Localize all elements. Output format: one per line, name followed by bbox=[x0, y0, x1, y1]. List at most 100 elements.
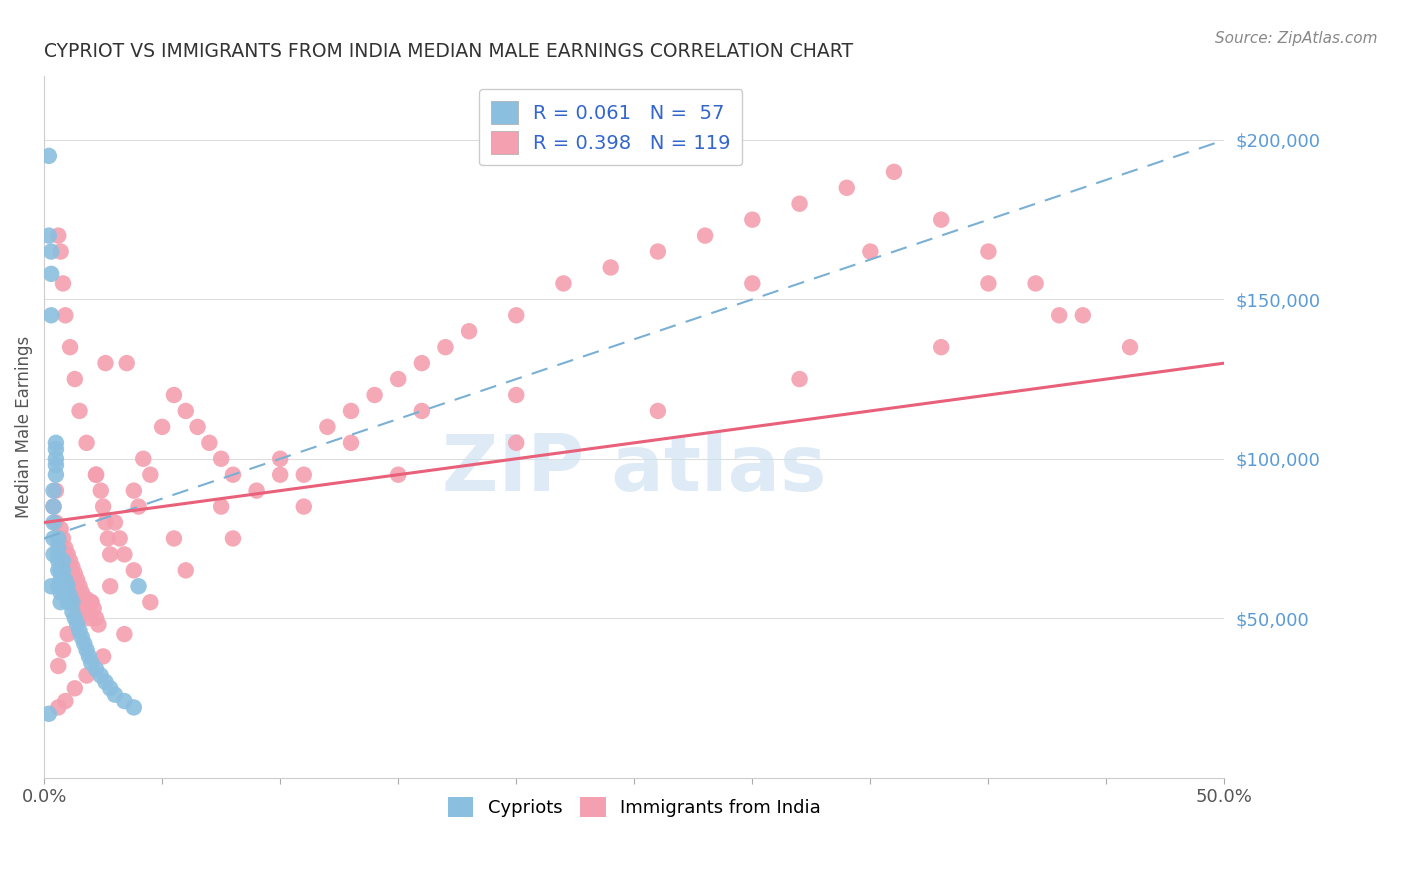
Legend: Cypriots, Immigrants from India: Cypriots, Immigrants from India bbox=[440, 789, 828, 824]
Point bbox=[1025, 277, 1047, 291]
Point bbox=[269, 451, 291, 466]
Point bbox=[163, 388, 186, 402]
Point bbox=[292, 500, 315, 514]
Point bbox=[45, 483, 67, 498]
Point bbox=[59, 554, 82, 568]
Point bbox=[150, 420, 173, 434]
Point bbox=[77, 611, 100, 625]
Point bbox=[174, 404, 197, 418]
Point bbox=[80, 595, 103, 609]
Text: ZIP atlas: ZIP atlas bbox=[441, 431, 827, 507]
Point bbox=[553, 277, 575, 291]
Point bbox=[53, 573, 76, 587]
Point bbox=[46, 541, 69, 555]
Point bbox=[56, 627, 79, 641]
Text: CYPRIOT VS IMMIGRANTS FROM INDIA MEDIAN MALE EARNINGS CORRELATION CHART: CYPRIOT VS IMMIGRANTS FROM INDIA MEDIAN … bbox=[44, 42, 853, 61]
Point bbox=[45, 435, 67, 450]
Point bbox=[45, 516, 67, 530]
Point bbox=[52, 563, 75, 577]
Point bbox=[46, 532, 69, 546]
Point bbox=[59, 589, 82, 603]
Point bbox=[98, 681, 121, 696]
Point bbox=[434, 340, 457, 354]
Point bbox=[66, 573, 89, 587]
Point bbox=[387, 467, 409, 482]
Point bbox=[46, 579, 69, 593]
Point bbox=[42, 483, 65, 498]
Point bbox=[49, 585, 72, 599]
Point bbox=[38, 228, 60, 243]
Point bbox=[70, 595, 93, 609]
Point bbox=[1119, 340, 1142, 354]
Point bbox=[84, 611, 107, 625]
Point bbox=[411, 356, 433, 370]
Point bbox=[340, 435, 363, 450]
Point bbox=[80, 595, 103, 609]
Point bbox=[46, 228, 69, 243]
Point bbox=[45, 442, 67, 457]
Point bbox=[39, 308, 62, 322]
Point bbox=[59, 566, 82, 581]
Point bbox=[128, 579, 150, 593]
Point bbox=[63, 611, 86, 625]
Point bbox=[363, 388, 385, 402]
Point bbox=[56, 585, 79, 599]
Point bbox=[245, 483, 267, 498]
Point bbox=[66, 585, 89, 599]
Point bbox=[128, 500, 150, 514]
Point bbox=[387, 372, 409, 386]
Point bbox=[741, 277, 763, 291]
Point bbox=[411, 404, 433, 418]
Point bbox=[53, 694, 76, 708]
Point bbox=[883, 165, 905, 179]
Point bbox=[84, 467, 107, 482]
Point bbox=[49, 595, 72, 609]
Point bbox=[647, 244, 669, 259]
Point bbox=[83, 601, 105, 615]
Point bbox=[112, 548, 135, 562]
Point bbox=[139, 467, 162, 482]
Point bbox=[98, 579, 121, 593]
Point bbox=[340, 404, 363, 418]
Point bbox=[63, 566, 86, 581]
Point bbox=[62, 605, 84, 619]
Point bbox=[84, 662, 107, 676]
Point bbox=[53, 308, 76, 322]
Point bbox=[693, 228, 716, 243]
Point bbox=[222, 467, 245, 482]
Point bbox=[316, 420, 339, 434]
Point bbox=[76, 605, 98, 619]
Point bbox=[97, 532, 120, 546]
Point bbox=[94, 516, 117, 530]
Point bbox=[49, 244, 72, 259]
Point bbox=[52, 277, 75, 291]
Point bbox=[187, 420, 209, 434]
Point bbox=[122, 483, 145, 498]
Point bbox=[66, 617, 89, 632]
Point bbox=[789, 196, 811, 211]
Point bbox=[84, 467, 107, 482]
Point bbox=[977, 244, 1000, 259]
Point bbox=[505, 435, 527, 450]
Point bbox=[505, 388, 527, 402]
Point bbox=[789, 372, 811, 386]
Point bbox=[52, 554, 75, 568]
Point bbox=[977, 277, 1000, 291]
Point bbox=[39, 267, 62, 281]
Point bbox=[39, 244, 62, 259]
Point bbox=[835, 181, 858, 195]
Point bbox=[458, 324, 481, 338]
Point bbox=[53, 579, 76, 593]
Point bbox=[56, 548, 79, 562]
Point bbox=[42, 500, 65, 514]
Point bbox=[56, 579, 79, 593]
Point bbox=[929, 212, 952, 227]
Point bbox=[63, 579, 86, 593]
Point bbox=[108, 532, 131, 546]
Y-axis label: Median Male Earnings: Median Male Earnings bbox=[15, 335, 32, 518]
Point bbox=[163, 532, 186, 546]
Point bbox=[77, 649, 100, 664]
Point bbox=[198, 435, 221, 450]
Point bbox=[49, 573, 72, 587]
Point bbox=[49, 541, 72, 555]
